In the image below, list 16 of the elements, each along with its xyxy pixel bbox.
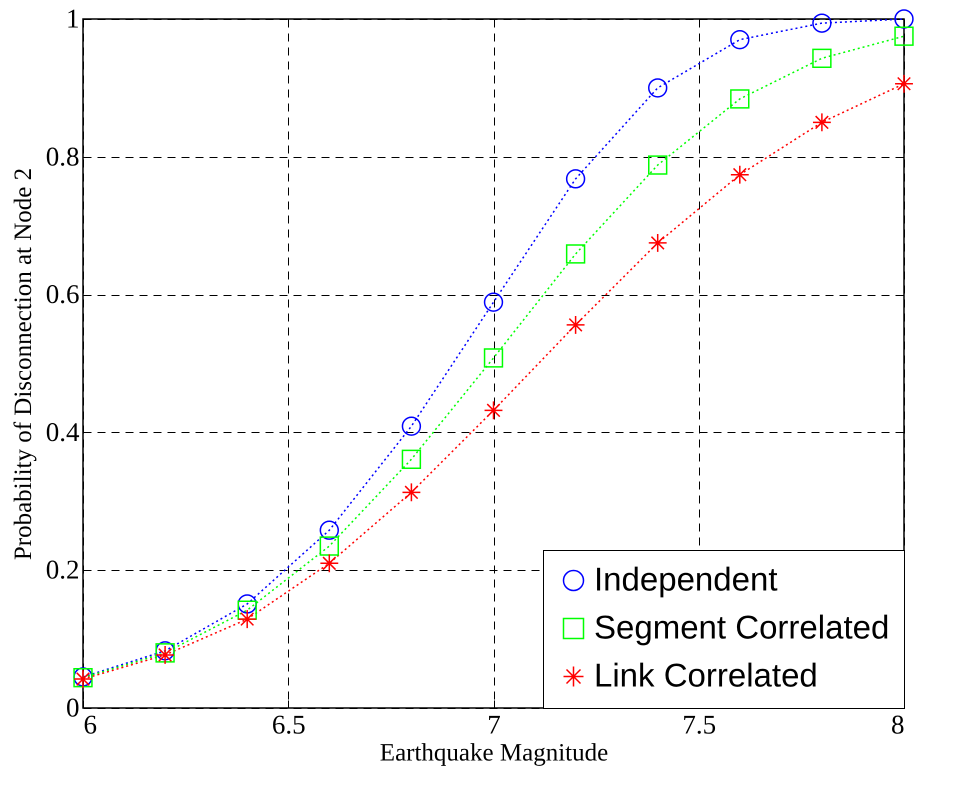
x-tick-label: 6.5: [272, 710, 306, 740]
y-tick-label: 0.2: [46, 554, 80, 585]
legend-label: Independent: [594, 560, 778, 598]
y-tick-label: 0.6: [46, 279, 80, 310]
y-tick-label: 0.8: [46, 141, 80, 172]
y-tick-label: 1: [66, 4, 80, 34]
y-tick-label: 0: [66, 692, 80, 722]
x-tick-label: 8: [891, 710, 904, 740]
x-axis-title: Earthquake Magnitude: [380, 740, 608, 766]
legend-label: Segment Correlated: [594, 608, 890, 646]
y-tick-label: 0.4: [46, 416, 80, 447]
x-tick-label: 6: [84, 710, 97, 740]
x-tick-label: 7.5: [682, 710, 716, 740]
y-axis-title: Probability of Disconnection at Node 2: [10, 168, 37, 560]
legend-label: Link Correlated: [594, 656, 818, 694]
x-tick-label: 7: [487, 710, 501, 740]
